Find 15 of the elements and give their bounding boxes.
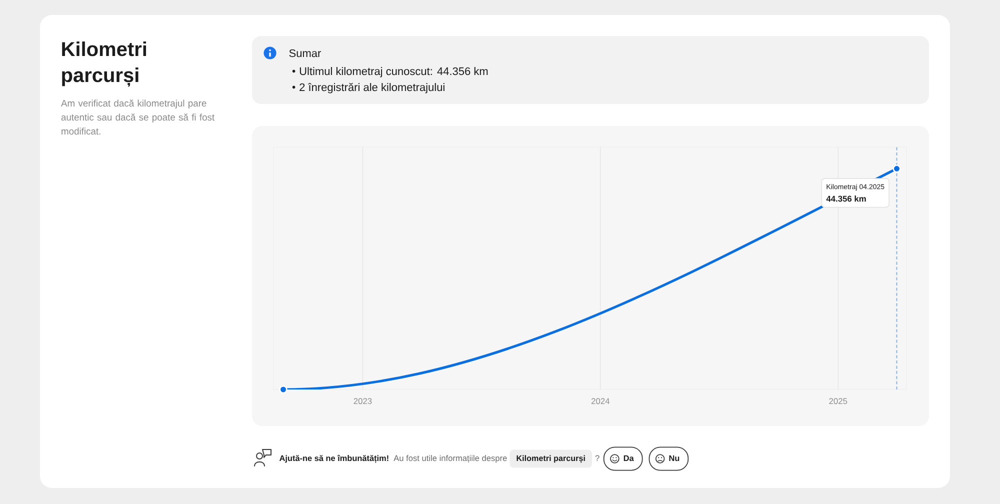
annotation: 44.356 km [826, 196, 866, 202]
text: 2 înregistrări ale kilometrajului [300, 82, 444, 94]
text: Au fost utile informațiile despre [394, 454, 507, 463]
text: Nu [669, 455, 680, 462]
x-tick-label: 2024 [592, 398, 610, 404]
text: Ajută-ne să ne îmbunătățim! [279, 454, 388, 463]
text: Kilometri parcurși [516, 455, 585, 463]
x-tick-label: 2023 [354, 398, 372, 404]
text: Sumar [289, 49, 321, 58]
text: Ultimul kilometraj cunoscut: 44.356 km [300, 67, 488, 78]
text: ? [595, 455, 600, 461]
text: Kilometri parcurși [62, 42, 146, 87]
x-tick-label: 2025 [829, 398, 848, 404]
text: Da [624, 455, 634, 462]
text: Am verificat dacă kilometrajul pare autentic sau dacă se poate să fi fost modificat. [60, 100, 215, 135]
